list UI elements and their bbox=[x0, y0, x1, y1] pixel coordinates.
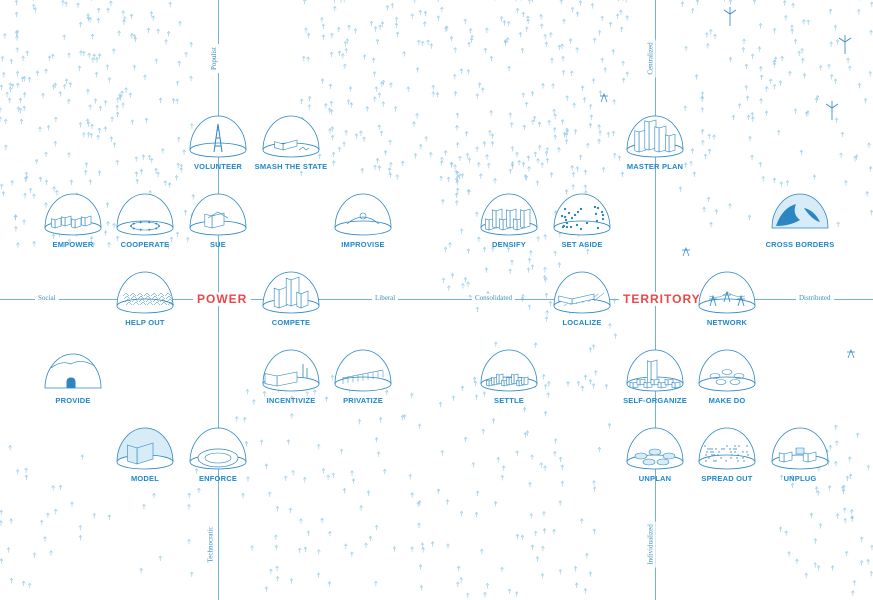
strategy-label: UNPLUG bbox=[783, 474, 817, 483]
strategy-label: SELF-ORGANIZE bbox=[623, 396, 687, 405]
strategy-label: ENFORCE bbox=[198, 474, 238, 483]
strategy-unplug[interactable]: UNPLUG bbox=[755, 422, 845, 496]
strategy-privatize[interactable]: PRIVATIZE bbox=[318, 344, 408, 418]
factory-icon bbox=[262, 349, 320, 392]
dense-city-icon bbox=[480, 193, 538, 236]
strategy-volunteer[interactable]: VOLUNTEER bbox=[173, 110, 263, 184]
strategy-sue[interactable]: SUE bbox=[173, 188, 263, 262]
strategy-label: EMPOWER bbox=[52, 240, 94, 249]
tent-camp-icon bbox=[116, 271, 175, 314]
model-block-icon bbox=[116, 427, 174, 470]
strategy-self-organize[interactable]: SELF-ORGANIZE bbox=[610, 344, 700, 418]
strategy-localize[interactable]: LOCALIZE bbox=[537, 266, 627, 340]
power-left-label: Social bbox=[35, 294, 59, 303]
strategy-model[interactable]: MODEL bbox=[100, 422, 190, 496]
power-top-label: Populist bbox=[209, 44, 219, 73]
tent-icon bbox=[334, 193, 392, 236]
globe-icon bbox=[771, 193, 829, 229]
strategy-label: SMASH THE STATE bbox=[254, 162, 328, 171]
courthouse-icon bbox=[189, 193, 247, 236]
strategy-label: IMPROVISE bbox=[341, 240, 385, 249]
strategy-label: MAKE DO bbox=[708, 396, 746, 405]
strategy-compete[interactable]: COMPETE bbox=[246, 266, 336, 340]
strategy-label: NETWORK bbox=[706, 318, 748, 327]
strategy-cross-borders[interactable]: CROSS BORDERS bbox=[755, 188, 845, 262]
village-icon bbox=[44, 193, 102, 236]
power-right-label: Liberal bbox=[372, 294, 399, 303]
stadium-icon bbox=[189, 427, 247, 470]
strategy-label: MODEL bbox=[130, 474, 160, 483]
strategy-master-plan[interactable]: MASTER PLAN bbox=[610, 110, 700, 184]
strategy-network[interactable]: NETWORK bbox=[682, 266, 772, 340]
power-grid-icon bbox=[698, 271, 756, 314]
strategy-label: MASTER PLAN bbox=[626, 162, 684, 171]
blobs-icon bbox=[626, 427, 684, 470]
strategy-label: UNPLAN bbox=[638, 474, 672, 483]
settlement-icon bbox=[480, 349, 538, 392]
ring-of-people-icon bbox=[116, 193, 174, 236]
skyline-icon bbox=[626, 115, 684, 158]
strategy-cooperate[interactable]: COOPERATE bbox=[100, 188, 190, 262]
patches-icon bbox=[698, 349, 756, 392]
strategy-label: HELP OUT bbox=[125, 318, 165, 327]
strategy-provide[interactable]: PROVIDE bbox=[28, 344, 118, 418]
power-bottom-label: Technocratic bbox=[206, 523, 216, 566]
strategy-label: PRIVATIZE bbox=[343, 396, 383, 405]
off-grid-icon bbox=[771, 427, 829, 470]
territory-left-label: Consolidated bbox=[472, 294, 515, 303]
territory-center-label: TERRITORY bbox=[619, 292, 705, 306]
strategy-spread-out[interactable]: SPREAD OUT bbox=[682, 422, 772, 496]
strategy-enforce[interactable]: ENFORCE bbox=[173, 422, 263, 496]
igloo-icon bbox=[44, 353, 102, 389]
rubble-icon bbox=[262, 115, 320, 158]
strategy-label: VOLUNTEER bbox=[193, 162, 243, 171]
grid-block-icon bbox=[553, 271, 611, 314]
strategy-settle[interactable]: SETTLE bbox=[464, 344, 554, 418]
strategy-smash-the-state[interactable]: SMASH THE STATE bbox=[246, 110, 336, 184]
strategy-label: DENSIFY bbox=[492, 240, 526, 249]
organic-city-icon bbox=[626, 349, 684, 392]
power-center-label: POWER bbox=[193, 292, 252, 306]
strategy-unplan[interactable]: UNPLAN bbox=[610, 422, 700, 496]
strategy-label: INCENTIVIZE bbox=[266, 396, 316, 405]
strategy-label: COOPERATE bbox=[120, 240, 170, 249]
scatter-icon bbox=[698, 427, 756, 470]
strategy-label: CROSS BORDERS bbox=[765, 240, 835, 249]
strategy-make-do[interactable]: MAKE DO bbox=[682, 344, 772, 418]
strategy-label: PROVIDE bbox=[55, 396, 91, 405]
strategy-label: SET ASIDE bbox=[561, 240, 603, 249]
strategy-incentivize[interactable]: INCENTIVIZE bbox=[246, 344, 336, 418]
strategy-set-aside[interactable]: SET ASIDE bbox=[537, 188, 627, 262]
strategy-label: SPREAD OUT bbox=[701, 474, 753, 483]
territory-right-label: Distributed bbox=[796, 294, 834, 303]
strategy-empower[interactable]: EMPOWER bbox=[28, 188, 118, 262]
strategy-label: LOCALIZE bbox=[562, 318, 602, 327]
dotted-zones-icon bbox=[553, 193, 611, 236]
fence-icon bbox=[334, 349, 392, 392]
strategy-label: COMPETE bbox=[271, 318, 311, 327]
territory-bottom-label: Individualized bbox=[646, 521, 656, 568]
strategy-densify[interactable]: DENSIFY bbox=[464, 188, 554, 262]
strategy-label: SETTLE bbox=[494, 396, 524, 405]
strategy-help-out[interactable]: HELP OUT bbox=[100, 266, 190, 340]
ladder-icon bbox=[189, 115, 247, 158]
strategy-improvise[interactable]: IMPROVISE bbox=[318, 188, 408, 262]
towers-icon bbox=[262, 271, 320, 314]
territory-top-label: Centralized bbox=[646, 39, 656, 78]
strategy-label: SUE bbox=[209, 240, 227, 249]
